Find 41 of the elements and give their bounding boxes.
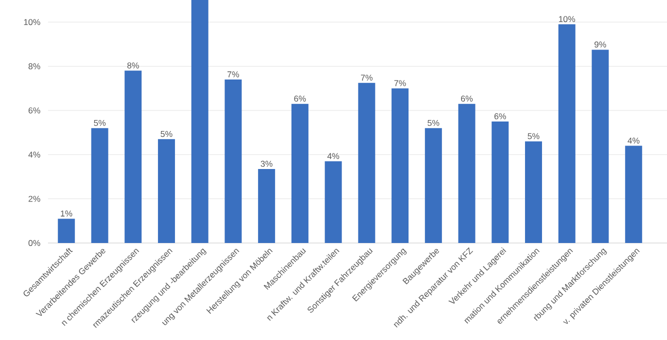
bar — [392, 88, 409, 243]
y-tick-label: 2% — [28, 196, 40, 202]
bar — [91, 128, 108, 243]
bar — [358, 82, 376, 243]
y-tick-label: 6% — [28, 107, 40, 114]
bar — [58, 218, 75, 243]
data-label: 7% — [228, 71, 240, 78]
data-label: 6% — [461, 96, 473, 102]
bar — [224, 80, 242, 243]
y-tick-label: 4% — [28, 152, 40, 158]
bar — [592, 50, 609, 243]
data-label: 5% — [528, 133, 540, 140]
bar — [324, 161, 342, 243]
y-tick-label: 0% — [28, 240, 40, 246]
data-label: 10% — [559, 16, 576, 22]
data-label: 4% — [628, 138, 640, 144]
bar — [458, 104, 476, 243]
bar — [191, 0, 208, 243]
bar — [625, 146, 642, 243]
data-label: 7% — [360, 74, 373, 81]
data-label: 7% — [394, 80, 406, 86]
bar — [258, 168, 276, 243]
data-label: 4% — [327, 153, 340, 160]
bar — [525, 141, 542, 243]
data-label: 6% — [294, 96, 306, 102]
y-tick-label: 10% — [24, 19, 40, 26]
data-label: 5% — [428, 120, 440, 126]
bar — [291, 104, 308, 243]
y-tick-label: 8% — [28, 63, 40, 70]
bar — [492, 121, 509, 243]
bar — [158, 139, 175, 243]
bar — [424, 128, 442, 243]
data-label: 9% — [594, 41, 606, 48]
data-label: 1% — [60, 210, 72, 216]
data-label: 3% — [260, 160, 272, 167]
bar — [124, 70, 142, 243]
data-label: 8% — [127, 62, 139, 68]
data-label: 6% — [494, 113, 506, 120]
data-label: 5% — [94, 120, 106, 126]
bar — [558, 24, 576, 243]
data-label: 5% — [160, 130, 172, 137]
